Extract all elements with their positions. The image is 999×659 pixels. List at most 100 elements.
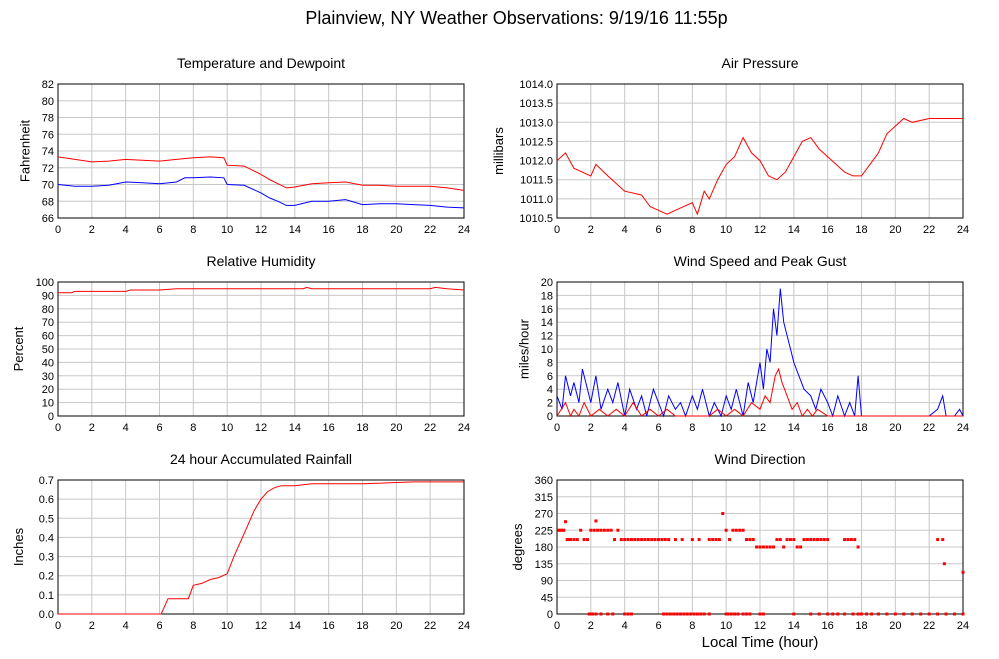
x-tick-label: 20 — [889, 422, 901, 434]
chart-title: Relative Humidity — [207, 253, 316, 269]
x-tick-label: 16 — [822, 422, 834, 434]
y-axis-label: miles/hour — [516, 318, 531, 379]
data-point — [657, 538, 660, 542]
y-tick-label: 0 — [48, 411, 54, 423]
y-axis-label: degrees — [510, 523, 525, 570]
chart-title: Temperature and Dewpoint — [177, 55, 345, 71]
data-point — [893, 612, 897, 616]
data-point — [667, 538, 671, 542]
data-point — [788, 538, 792, 542]
data-point — [613, 538, 617, 542]
y-tick-label: 30 — [42, 371, 54, 383]
y-tick-label: 0.2 — [39, 571, 54, 583]
x-tick-label: 24 — [957, 422, 969, 434]
data-point — [563, 520, 567, 524]
data-point — [910, 612, 914, 616]
y-tick-label: 10 — [541, 344, 553, 356]
y-tick-label: 50 — [42, 344, 54, 356]
data-point — [572, 538, 576, 542]
data-point — [919, 612, 923, 616]
data-point — [775, 538, 779, 542]
y-tick-label: 1014.0 — [519, 79, 553, 91]
data-point — [589, 612, 593, 616]
data-point — [836, 612, 840, 616]
data-point — [851, 612, 855, 616]
data-point — [560, 528, 564, 532]
data-point — [936, 538, 940, 542]
data-point — [799, 545, 803, 549]
chart-title: 24 hour Accumulated Rainfall — [170, 451, 352, 467]
x-tick-label: 6 — [156, 620, 162, 632]
x-tick-label: 24 — [458, 224, 470, 236]
data-point — [663, 538, 667, 542]
y-tick-label: 0.0 — [39, 609, 54, 621]
y-tick-label: 4 — [547, 384, 553, 396]
x-tick-label: 4 — [622, 620, 628, 632]
data-point — [579, 528, 583, 532]
plot-frame — [556, 281, 964, 417]
data-point — [785, 538, 789, 542]
data-point — [728, 538, 732, 542]
data-point — [826, 538, 830, 542]
data-point — [585, 538, 589, 542]
data-point — [853, 538, 857, 542]
data-point — [870, 612, 874, 616]
x-tick-label: 14 — [788, 620, 800, 632]
y-tick-label: 40 — [42, 357, 54, 369]
data-point — [623, 538, 627, 542]
data-point — [629, 538, 633, 542]
y-tick-label: 6 — [547, 371, 553, 383]
x-tick-label: 14 — [289, 224, 301, 236]
data-point — [822, 538, 826, 542]
y-tick-label: 225 — [535, 525, 553, 537]
y-tick-label: 1012.0 — [519, 156, 553, 168]
data-point — [682, 612, 686, 616]
x-tick-label: 8 — [689, 422, 695, 434]
y-tick-label: 20 — [42, 384, 54, 396]
data-point — [626, 538, 630, 542]
data-point — [675, 612, 679, 616]
x-tick-label: 0 — [55, 620, 61, 632]
series-0 — [557, 512, 965, 574]
y-axis-label: Fahrenheit — [17, 120, 32, 183]
x-tick-label: 10 — [720, 620, 732, 632]
x-tick-label: 12 — [754, 620, 766, 632]
data-point — [606, 528, 610, 532]
data-point — [849, 538, 853, 542]
data-point — [629, 612, 633, 616]
x-tick-label: 18 — [356, 620, 368, 632]
y-tick-label: 74 — [42, 146, 54, 158]
data-point — [668, 612, 672, 616]
x-tick-label: 4 — [123, 224, 129, 236]
data-point — [736, 612, 740, 616]
data-point — [619, 538, 623, 542]
data-point — [755, 545, 759, 549]
data-point — [856, 545, 860, 549]
data-point — [582, 538, 586, 542]
y-tick-label: 0 — [547, 411, 553, 423]
y-tick-label: 360 — [535, 475, 553, 487]
x-tick-label: 6 — [655, 422, 661, 434]
data-point — [575, 538, 579, 542]
x-tick-label: 16 — [323, 224, 335, 236]
y-tick-label: 1012.5 — [519, 136, 553, 148]
x-tick-label: 14 — [788, 224, 800, 236]
data-point — [961, 570, 965, 574]
y-axis-label: Inches — [11, 527, 26, 566]
data-point — [817, 612, 821, 616]
x-tick-label: 4 — [123, 620, 129, 632]
x-tick-label: 6 — [655, 620, 661, 632]
data-point — [702, 612, 706, 616]
x-tick-label: 0 — [554, 224, 560, 236]
x-tick-label: 16 — [822, 620, 834, 632]
data-point — [792, 612, 796, 616]
x-tick-label: 0 — [55, 224, 61, 236]
data-point — [741, 612, 745, 616]
y-tick-label: 8 — [547, 357, 553, 369]
data-point — [690, 538, 694, 542]
y-tick-label: 1011.5 — [520, 175, 553, 187]
y-tick-label: 0.5 — [39, 513, 54, 525]
